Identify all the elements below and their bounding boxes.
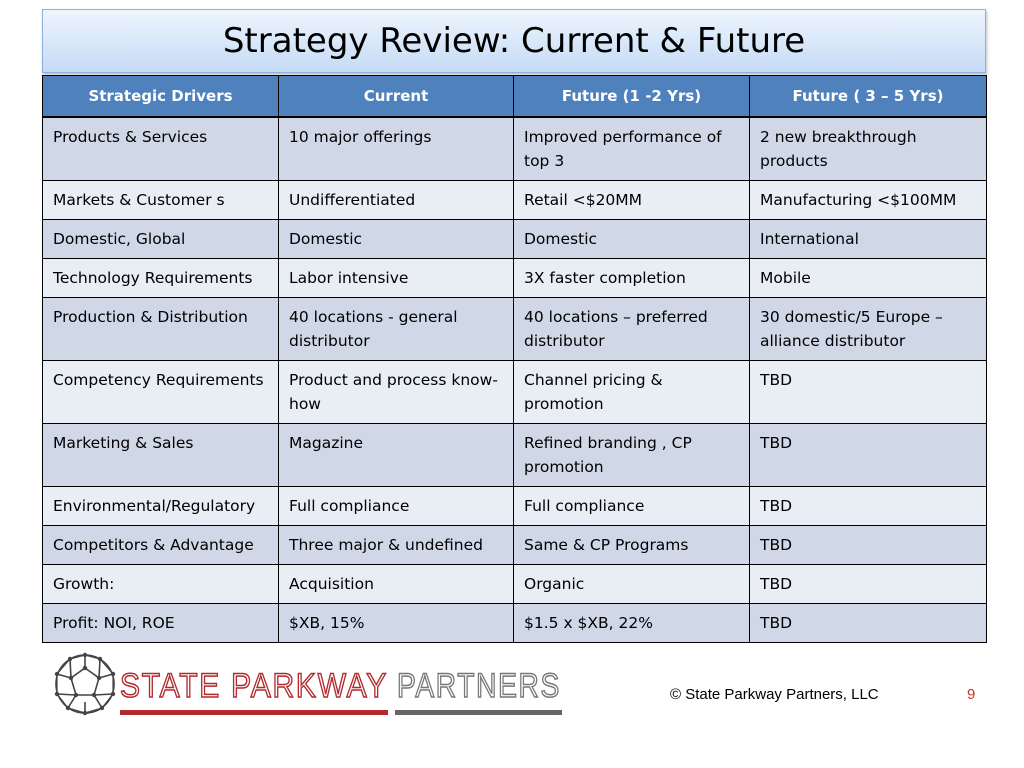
table-cell: $1.5 x $XB, 22% [513, 603, 750, 643]
table-cell: Markets & Customer s [42, 180, 279, 220]
table-cell: TBD [749, 360, 987, 424]
copyright-footer: © State Parkway Partners, LLC [670, 686, 879, 703]
table-row: Growth: Acquisition Organic TBD [42, 564, 987, 604]
table-cell: Domestic [513, 219, 750, 259]
table-cell: Full compliance [278, 486, 514, 526]
logo-text-gray: PARTNERS [397, 667, 561, 705]
table-cell: Magazine [278, 423, 514, 487]
table-row: Competency Requirements Product and proc… [42, 360, 987, 424]
logo-text-red: STATE PARKWAY [120, 667, 388, 705]
page-number: 9 [967, 686, 976, 703]
table-cell: Undifferentiated [278, 180, 514, 220]
table-cell: Profit: NOI, ROE [42, 603, 279, 643]
table-row: Products & Services 10 major offerings I… [42, 116, 987, 181]
table-row: Markets & Customer s Undifferentiated Re… [42, 180, 987, 220]
table-cell: Full compliance [513, 486, 750, 526]
table-row: Environmental/Regulatory Full compliance… [42, 486, 987, 526]
header-future-1-2: Future (1 -2 Yrs) [513, 75, 750, 118]
table-header-row: Strategic Drivers Current Future (1 -2 Y… [42, 75, 987, 118]
table-cell: Improved performance of top 3 [513, 116, 750, 181]
strategy-table: Strategic Drivers Current Future (1 -2 Y… [42, 75, 987, 643]
table-cell: Marketing & Sales [42, 423, 279, 487]
table-cell: Production & Distribution [42, 297, 279, 361]
table-cell: International [749, 219, 987, 259]
slide-title-bar: Strategy Review: Current & Future [42, 9, 986, 73]
table-cell: Competency Requirements [42, 360, 279, 424]
table-cell: Product and process know-how [278, 360, 514, 424]
table-row: Domestic, Global Domestic Domestic Inter… [42, 219, 987, 259]
table-row: Marketing & Sales Magazine Refined brand… [42, 423, 987, 487]
table-cell: Organic [513, 564, 750, 604]
buckyball-icon [55, 654, 115, 714]
table-cell: Same & CP Programs [513, 525, 750, 565]
table-cell: Refined branding , CP promotion [513, 423, 750, 487]
table-cell: 40 locations – preferred distributor [513, 297, 750, 361]
table-cell: Labor intensive [278, 258, 514, 298]
table-cell: $XB, 15% [278, 603, 514, 643]
table-cell: Acquisition [278, 564, 514, 604]
logo-red-underline [120, 710, 388, 715]
table-cell: Three major & undefined [278, 525, 514, 565]
table-cell: Competitors & Advantage [42, 525, 279, 565]
table-cell: Domestic, Global [42, 219, 279, 259]
table-cell: TBD [749, 603, 987, 643]
table-cell: 2 new breakthrough products [749, 116, 987, 181]
table-cell: TBD [749, 564, 987, 604]
table-cell: Growth: [42, 564, 279, 604]
company-logo: STATE PARKWAY PARTNERS [54, 652, 562, 716]
table-row: Competitors & Advantage Three major & un… [42, 525, 987, 565]
table-cell: Channel pricing & promotion [513, 360, 750, 424]
table-row: Technology Requirements Labor intensive … [42, 258, 987, 298]
table-cell: Environmental/Regulatory [42, 486, 279, 526]
table-cell: TBD [749, 486, 987, 526]
table-cell: Technology Requirements [42, 258, 279, 298]
header-current: Current [278, 75, 514, 118]
table-cell: 30 domestic/5 Europe – alliance distribu… [749, 297, 987, 361]
table-cell: 3X faster completion [513, 258, 750, 298]
table-cell: Products & Services [42, 116, 279, 181]
table-cell: Domestic [278, 219, 514, 259]
table-cell: TBD [749, 525, 987, 565]
table-cell: Manufacturing <$100MM [749, 180, 987, 220]
table-cell: TBD [749, 423, 987, 487]
table-cell: 10 major offerings [278, 116, 514, 181]
logo-gray-underline [395, 710, 562, 715]
header-future-3-5: Future ( 3 – 5 Yrs) [749, 75, 987, 118]
table-cell: 40 locations - general distributor [278, 297, 514, 361]
table-cell: Mobile [749, 258, 987, 298]
table-row: Profit: NOI, ROE $XB, 15% $1.5 x $XB, 22… [42, 603, 987, 643]
header-strategic-drivers: Strategic Drivers [42, 75, 279, 118]
table-cell: Retail <$20MM [513, 180, 750, 220]
slide-title: Strategy Review: Current & Future [222, 21, 806, 61]
table-row: Production & Distribution 40 locations -… [42, 297, 987, 361]
